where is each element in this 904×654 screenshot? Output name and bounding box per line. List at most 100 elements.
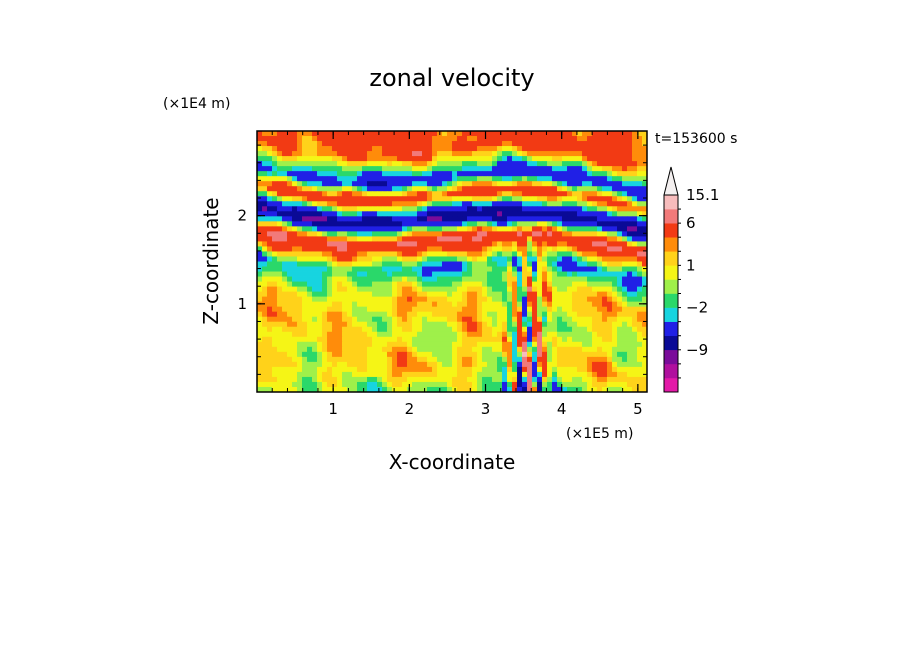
field-cell — [577, 346, 583, 353]
field-cell — [602, 161, 608, 167]
field-cell — [572, 301, 578, 308]
field-cell — [312, 171, 318, 177]
field-cell — [442, 276, 448, 282]
field-cell — [277, 206, 283, 212]
field-cell — [317, 386, 323, 392]
field-cell — [597, 341, 603, 348]
field-cell — [462, 291, 468, 298]
field-cell — [567, 261, 573, 267]
field-cell — [272, 366, 278, 373]
field-cell — [592, 356, 598, 363]
field-cell — [427, 371, 433, 378]
field-cell — [552, 176, 558, 182]
field-cell — [277, 141, 283, 147]
field-cell — [277, 251, 283, 257]
field-cell — [457, 386, 463, 392]
field-cell — [567, 291, 573, 298]
field-cell — [582, 356, 588, 363]
field-cell — [407, 171, 413, 177]
field-cell — [277, 146, 283, 152]
field-cell — [562, 146, 568, 152]
field-cell — [287, 241, 293, 247]
field-cell — [367, 316, 373, 323]
field-cell — [562, 136, 568, 142]
field-cell — [337, 301, 343, 308]
field-cell — [622, 231, 628, 237]
field-cell — [342, 311, 348, 318]
field-cell — [277, 376, 283, 383]
field-cell — [417, 271, 423, 277]
field-cell — [362, 376, 368, 383]
field-cell — [632, 216, 638, 222]
field-cell — [342, 316, 348, 323]
field-cell — [587, 306, 593, 313]
field-cell — [512, 386, 518, 392]
field-cell — [432, 161, 438, 167]
field-cell — [267, 146, 273, 152]
field-cell — [317, 316, 323, 323]
field-cell — [587, 216, 593, 222]
field-cell — [287, 341, 293, 348]
field-cell — [452, 361, 458, 368]
field-cell — [262, 371, 268, 378]
field-cell — [387, 271, 393, 277]
field-cell — [482, 296, 488, 303]
field-cell — [607, 316, 613, 323]
field-cell — [282, 156, 288, 162]
field-cell — [422, 196, 428, 202]
field-cell — [587, 251, 593, 257]
field-cell — [452, 261, 458, 267]
field-cell — [642, 211, 647, 217]
field-cell — [517, 286, 523, 293]
field-cell — [302, 296, 308, 303]
field-cell — [337, 166, 343, 172]
field-cell — [567, 336, 573, 343]
field-cell — [552, 191, 558, 197]
field-cell — [387, 151, 393, 157]
field-cell — [627, 156, 633, 162]
field-cell — [537, 316, 543, 323]
field-cell — [322, 211, 328, 217]
field-cell — [292, 366, 298, 373]
field-cell — [347, 241, 353, 247]
field-cell — [287, 176, 293, 182]
field-cell — [297, 241, 303, 247]
field-cell — [302, 176, 308, 182]
field-cell — [642, 241, 647, 247]
field-cell — [377, 286, 383, 293]
field-cell — [617, 201, 623, 207]
field-cell — [572, 341, 578, 348]
field-cell — [472, 351, 478, 358]
field-cell — [607, 296, 613, 303]
field-cell — [312, 156, 318, 162]
field-cell — [367, 286, 373, 293]
field-cell — [397, 236, 403, 242]
field-cell — [572, 191, 578, 197]
field-cell — [472, 316, 478, 323]
field-cell — [642, 136, 647, 142]
field-cell — [532, 381, 538, 388]
field-cell — [627, 281, 633, 287]
field-cell — [297, 371, 303, 378]
field-cell — [547, 386, 553, 392]
field-cell — [402, 341, 408, 348]
field-cell — [327, 256, 333, 262]
field-cell — [642, 376, 647, 383]
field-cell — [262, 291, 268, 298]
field-cell — [607, 211, 613, 217]
field-cell — [307, 356, 313, 363]
field-cell — [532, 216, 538, 222]
field-cell — [542, 261, 548, 267]
field-cell — [552, 376, 558, 383]
field-cell — [422, 331, 428, 338]
field-cell — [532, 241, 538, 247]
field-cell — [307, 261, 313, 267]
field-cell — [632, 316, 638, 323]
field-cell — [357, 291, 363, 298]
field-cell — [577, 151, 583, 157]
field-cell — [432, 156, 438, 162]
field-cell — [427, 276, 433, 282]
field-cell — [317, 311, 323, 318]
field-cell — [507, 131, 513, 137]
field-cell — [442, 326, 448, 333]
